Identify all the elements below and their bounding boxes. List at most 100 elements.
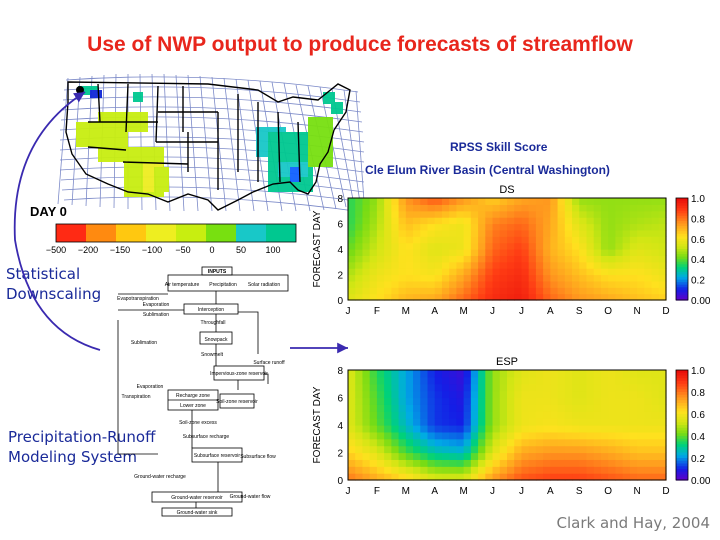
ds-cell: [492, 287, 501, 295]
esp-cell: [535, 425, 544, 433]
ds-cell: [478, 274, 486, 282]
esp-cell: [420, 411, 429, 419]
ds-cell: [463, 268, 472, 276]
ds-cell: [463, 249, 472, 256]
esp-cell: [564, 411, 573, 419]
esp-cell: [644, 383, 653, 392]
ds-cell: [398, 229, 407, 237]
esp-cell: [398, 383, 407, 392]
ds-cell: [434, 236, 443, 244]
esp-colorbar-band: [676, 427, 688, 432]
ds-cell: [463, 210, 472, 218]
ds-cell: [651, 249, 660, 256]
esp-cell: [658, 425, 667, 433]
esp-cell: [622, 445, 631, 454]
ds-cell: [391, 255, 400, 263]
esp-cell: [622, 390, 631, 399]
ds-cell: [593, 293, 602, 301]
esp-cell: [420, 459, 429, 467]
ds-cell: [579, 242, 588, 250]
ds-cell: [384, 204, 392, 212]
esp-cell: [499, 370, 508, 378]
ds-colorbar-band: [676, 269, 688, 273]
ds-cell: [564, 204, 573, 212]
esp-cell: [600, 383, 609, 392]
ds-cell: [514, 210, 523, 218]
esp-cell: [644, 404, 653, 412]
esp-cell: [521, 466, 530, 474]
ds-cell: [637, 223, 645, 231]
ds-cell: [499, 255, 508, 263]
esp-cell: [586, 411, 595, 419]
legend-swatch: [56, 224, 86, 242]
ds-cell: [355, 274, 364, 282]
esp-cell: [579, 404, 588, 412]
note-evaporation-2: Evaporation: [137, 384, 164, 390]
box-soil-zone-reservoir: Soil-zone reservoir: [216, 399, 258, 405]
esp-cell: [449, 383, 458, 392]
esp-cell: [391, 425, 400, 433]
esp-colorbar-tick: 0.8: [691, 388, 705, 399]
ds-cell: [485, 287, 494, 295]
ds-cell: [608, 268, 617, 276]
esp-cell: [550, 404, 559, 412]
ds-cell: [658, 293, 667, 301]
ds-cell: [651, 280, 660, 288]
ds-cell: [369, 268, 378, 276]
esp-colorbar-band: [676, 397, 688, 401]
esp-cell: [637, 473, 645, 481]
ds-cell: [593, 249, 602, 256]
ds-cell: [521, 204, 530, 212]
esp-cell: [557, 370, 566, 378]
esp-cell: [535, 390, 544, 399]
ds-cell: [348, 261, 356, 269]
esp-cell: [384, 390, 392, 399]
ds-cell: [398, 204, 407, 212]
ds-cell: [651, 242, 660, 250]
esp-colorbar-band: [676, 438, 688, 443]
esp-cell: [492, 418, 501, 426]
esp-cell: [593, 370, 602, 378]
ds-cell: [376, 293, 385, 301]
esp-cell: [478, 445, 486, 454]
ds-cell: [535, 287, 544, 295]
esp-cell: [434, 376, 443, 385]
esp-cell: [420, 383, 429, 392]
esp-cell: [557, 466, 566, 474]
esp-cell: [369, 425, 378, 433]
ds-cell: [644, 204, 653, 212]
ds-cell: [456, 198, 465, 205]
esp-cell: [608, 438, 617, 447]
esp-cell: [427, 445, 436, 454]
esp-cell: [441, 397, 450, 405]
esp-cell: [478, 418, 486, 426]
ds-cell: [441, 217, 450, 225]
ds-cell: [376, 217, 385, 225]
ds-cell: [384, 249, 392, 256]
ds-cell: [593, 280, 602, 288]
esp-cell: [405, 445, 414, 454]
ds-colorbar: 1.00.80.60.40.20.00: [675, 194, 711, 307]
legend-tick: 50: [236, 245, 246, 255]
esp-cell: [615, 459, 624, 467]
esp-cell: [463, 411, 472, 419]
ds-cell: [622, 217, 631, 225]
esp-cell: [485, 376, 494, 385]
ds-cell: [528, 229, 537, 237]
esp-cell: [362, 383, 371, 392]
esp-cell: [398, 370, 407, 378]
ds-cell: [572, 255, 580, 263]
esp-cell: [615, 452, 624, 460]
esp-title: ESP: [496, 356, 518, 368]
ds-cell: [543, 229, 551, 237]
ds-cell: [658, 242, 667, 250]
legend-tick: −500: [46, 245, 66, 255]
ds-colorbar-band: [676, 213, 688, 217]
esp-cell: [514, 459, 523, 467]
ds-cell: [384, 261, 392, 269]
ds-cell: [362, 274, 371, 282]
ds-cell: [369, 236, 378, 244]
esp-cell: [405, 466, 414, 474]
ds-cell: [369, 223, 378, 231]
esp-cell: [369, 376, 378, 385]
